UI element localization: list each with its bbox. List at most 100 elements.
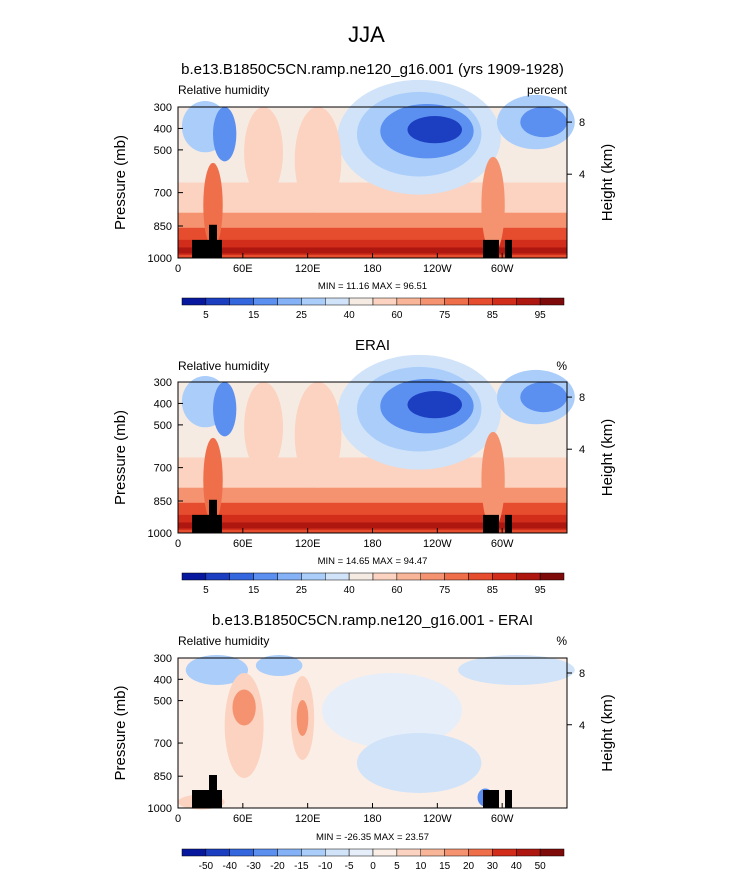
colorbar-swatch <box>277 572 302 581</box>
colorbar-swatch <box>229 572 254 581</box>
topography-mask <box>209 499 217 533</box>
x-tick-label: 120W <box>423 813 452 825</box>
y-right-tick-label: 4 <box>579 720 585 732</box>
y-tick-label: 300 <box>154 653 172 665</box>
field-contour <box>185 655 249 685</box>
colorbar-swatch <box>205 848 230 857</box>
topography-mask <box>209 224 217 258</box>
x-tick-label: 180 <box>363 538 381 550</box>
colorbar-label: 0 <box>370 861 376 872</box>
colorbar-label: 25 <box>296 310 308 321</box>
y-right-tick-label: 8 <box>579 117 585 129</box>
colorbar-label: 50 <box>535 861 547 872</box>
colorbar-swatch <box>444 572 469 581</box>
field-contour <box>520 382 567 413</box>
colorbar-label: 40 <box>511 861 523 872</box>
colorbar-label: 40 <box>344 310 356 321</box>
colorbar-swatch <box>253 848 278 857</box>
field-contour <box>213 382 237 437</box>
y-right-axis-label: Height (km) <box>599 144 616 222</box>
left-label: Relative humidity <box>178 634 269 648</box>
colorbar-swatch <box>325 848 350 857</box>
topography-mask <box>192 239 222 258</box>
x-tick-label: 0 <box>175 813 181 825</box>
topography-mask <box>483 790 499 808</box>
colorbar-label: -20 <box>270 861 285 872</box>
colorbar-swatch <box>420 572 445 581</box>
colorbar-swatch <box>516 297 541 306</box>
colorbar-label: 15 <box>439 861 451 872</box>
colorbar-label: -40 <box>223 861 238 872</box>
colorbar-label: 75 <box>439 310 451 321</box>
colorbar-label: 60 <box>391 585 403 596</box>
field-contour <box>407 116 462 144</box>
field-contour <box>407 391 462 419</box>
x-tick-label: 120W <box>423 538 452 550</box>
colorbar-swatch <box>372 572 398 581</box>
colorbar-swatch <box>205 572 230 581</box>
topography-mask <box>505 514 512 533</box>
y-axis-label: Pressure (mb) <box>112 685 129 780</box>
colorbar-swatch <box>468 572 493 581</box>
field-band <box>178 247 567 254</box>
topography-mask <box>192 514 222 533</box>
field-contour <box>481 431 505 529</box>
colorbar-label: 10 <box>415 861 427 872</box>
colorbar-label: 30 <box>487 861 499 872</box>
colorbar-swatch <box>348 572 374 581</box>
field-contour <box>356 733 482 793</box>
x-tick-label: 60W <box>491 538 514 550</box>
y-tick-label: 700 <box>154 188 172 200</box>
field-band <box>178 522 567 529</box>
x-tick-label: 120E <box>295 538 321 550</box>
x-tick-label: 60E <box>233 813 253 825</box>
y-axis-label: Pressure (mb) <box>112 135 129 230</box>
topography-mask <box>505 239 512 258</box>
y-tick-label: 400 <box>154 398 172 410</box>
colorbar-swatch <box>325 572 350 581</box>
topography-mask <box>483 514 499 533</box>
y-right-tick-label: 4 <box>579 444 585 456</box>
colorbar-swatch <box>539 848 565 857</box>
field-contour <box>203 162 223 248</box>
x-tick-label: 180 <box>363 263 381 275</box>
y-right-tick-label: 8 <box>579 392 585 404</box>
y-right-tick-label: 8 <box>579 668 585 680</box>
y-tick-label: 700 <box>154 463 172 475</box>
min-max-label: MIN = 11.16 MAX = 96.51 <box>318 281 427 292</box>
y-right-tick-label: 4 <box>579 169 585 181</box>
x-tick-label: 0 <box>175 263 181 275</box>
y-tick-label: 700 <box>154 738 172 750</box>
panel-title: b.e13.B1850C5CN.ramp.ne120_g16.001 - ERA… <box>212 612 533 629</box>
figure-title: JJA <box>348 22 385 47</box>
y-right-axis-label: Height (km) <box>599 419 616 497</box>
y-tick-label: 850 <box>154 221 172 233</box>
colorbar-swatch <box>277 297 302 306</box>
colorbar-swatch <box>348 297 374 306</box>
right-label: % <box>556 359 567 373</box>
y-tick-label: 400 <box>154 674 172 686</box>
panel-1: b.e13.B1850C5CN.ramp.ne120_g16.001 (yrs … <box>112 61 616 321</box>
x-tick-label: 120E <box>295 813 321 825</box>
colorbar-swatch <box>444 297 469 306</box>
topography-mask <box>505 790 512 808</box>
colorbar-swatch <box>468 297 493 306</box>
colorbar-swatch <box>325 297 350 306</box>
panel-title: ERAI <box>355 337 390 354</box>
colorbar-swatch <box>396 848 421 857</box>
colorbar-label: 85 <box>487 585 499 596</box>
colorbar-label: 5 <box>203 310 209 321</box>
colorbar-swatch <box>181 848 207 857</box>
y-tick-label: 300 <box>154 377 172 389</box>
y-tick-label: 500 <box>154 145 172 157</box>
colorbar-label: 15 <box>248 310 260 321</box>
colorbar-swatch <box>444 848 469 857</box>
colorbar-swatch <box>301 848 326 857</box>
x-tick-label: 120W <box>423 263 452 275</box>
colorbar-label: 25 <box>296 585 308 596</box>
field-contour <box>213 106 237 162</box>
x-tick-label: 60E <box>233 538 253 550</box>
colorbar-swatch <box>420 297 445 306</box>
